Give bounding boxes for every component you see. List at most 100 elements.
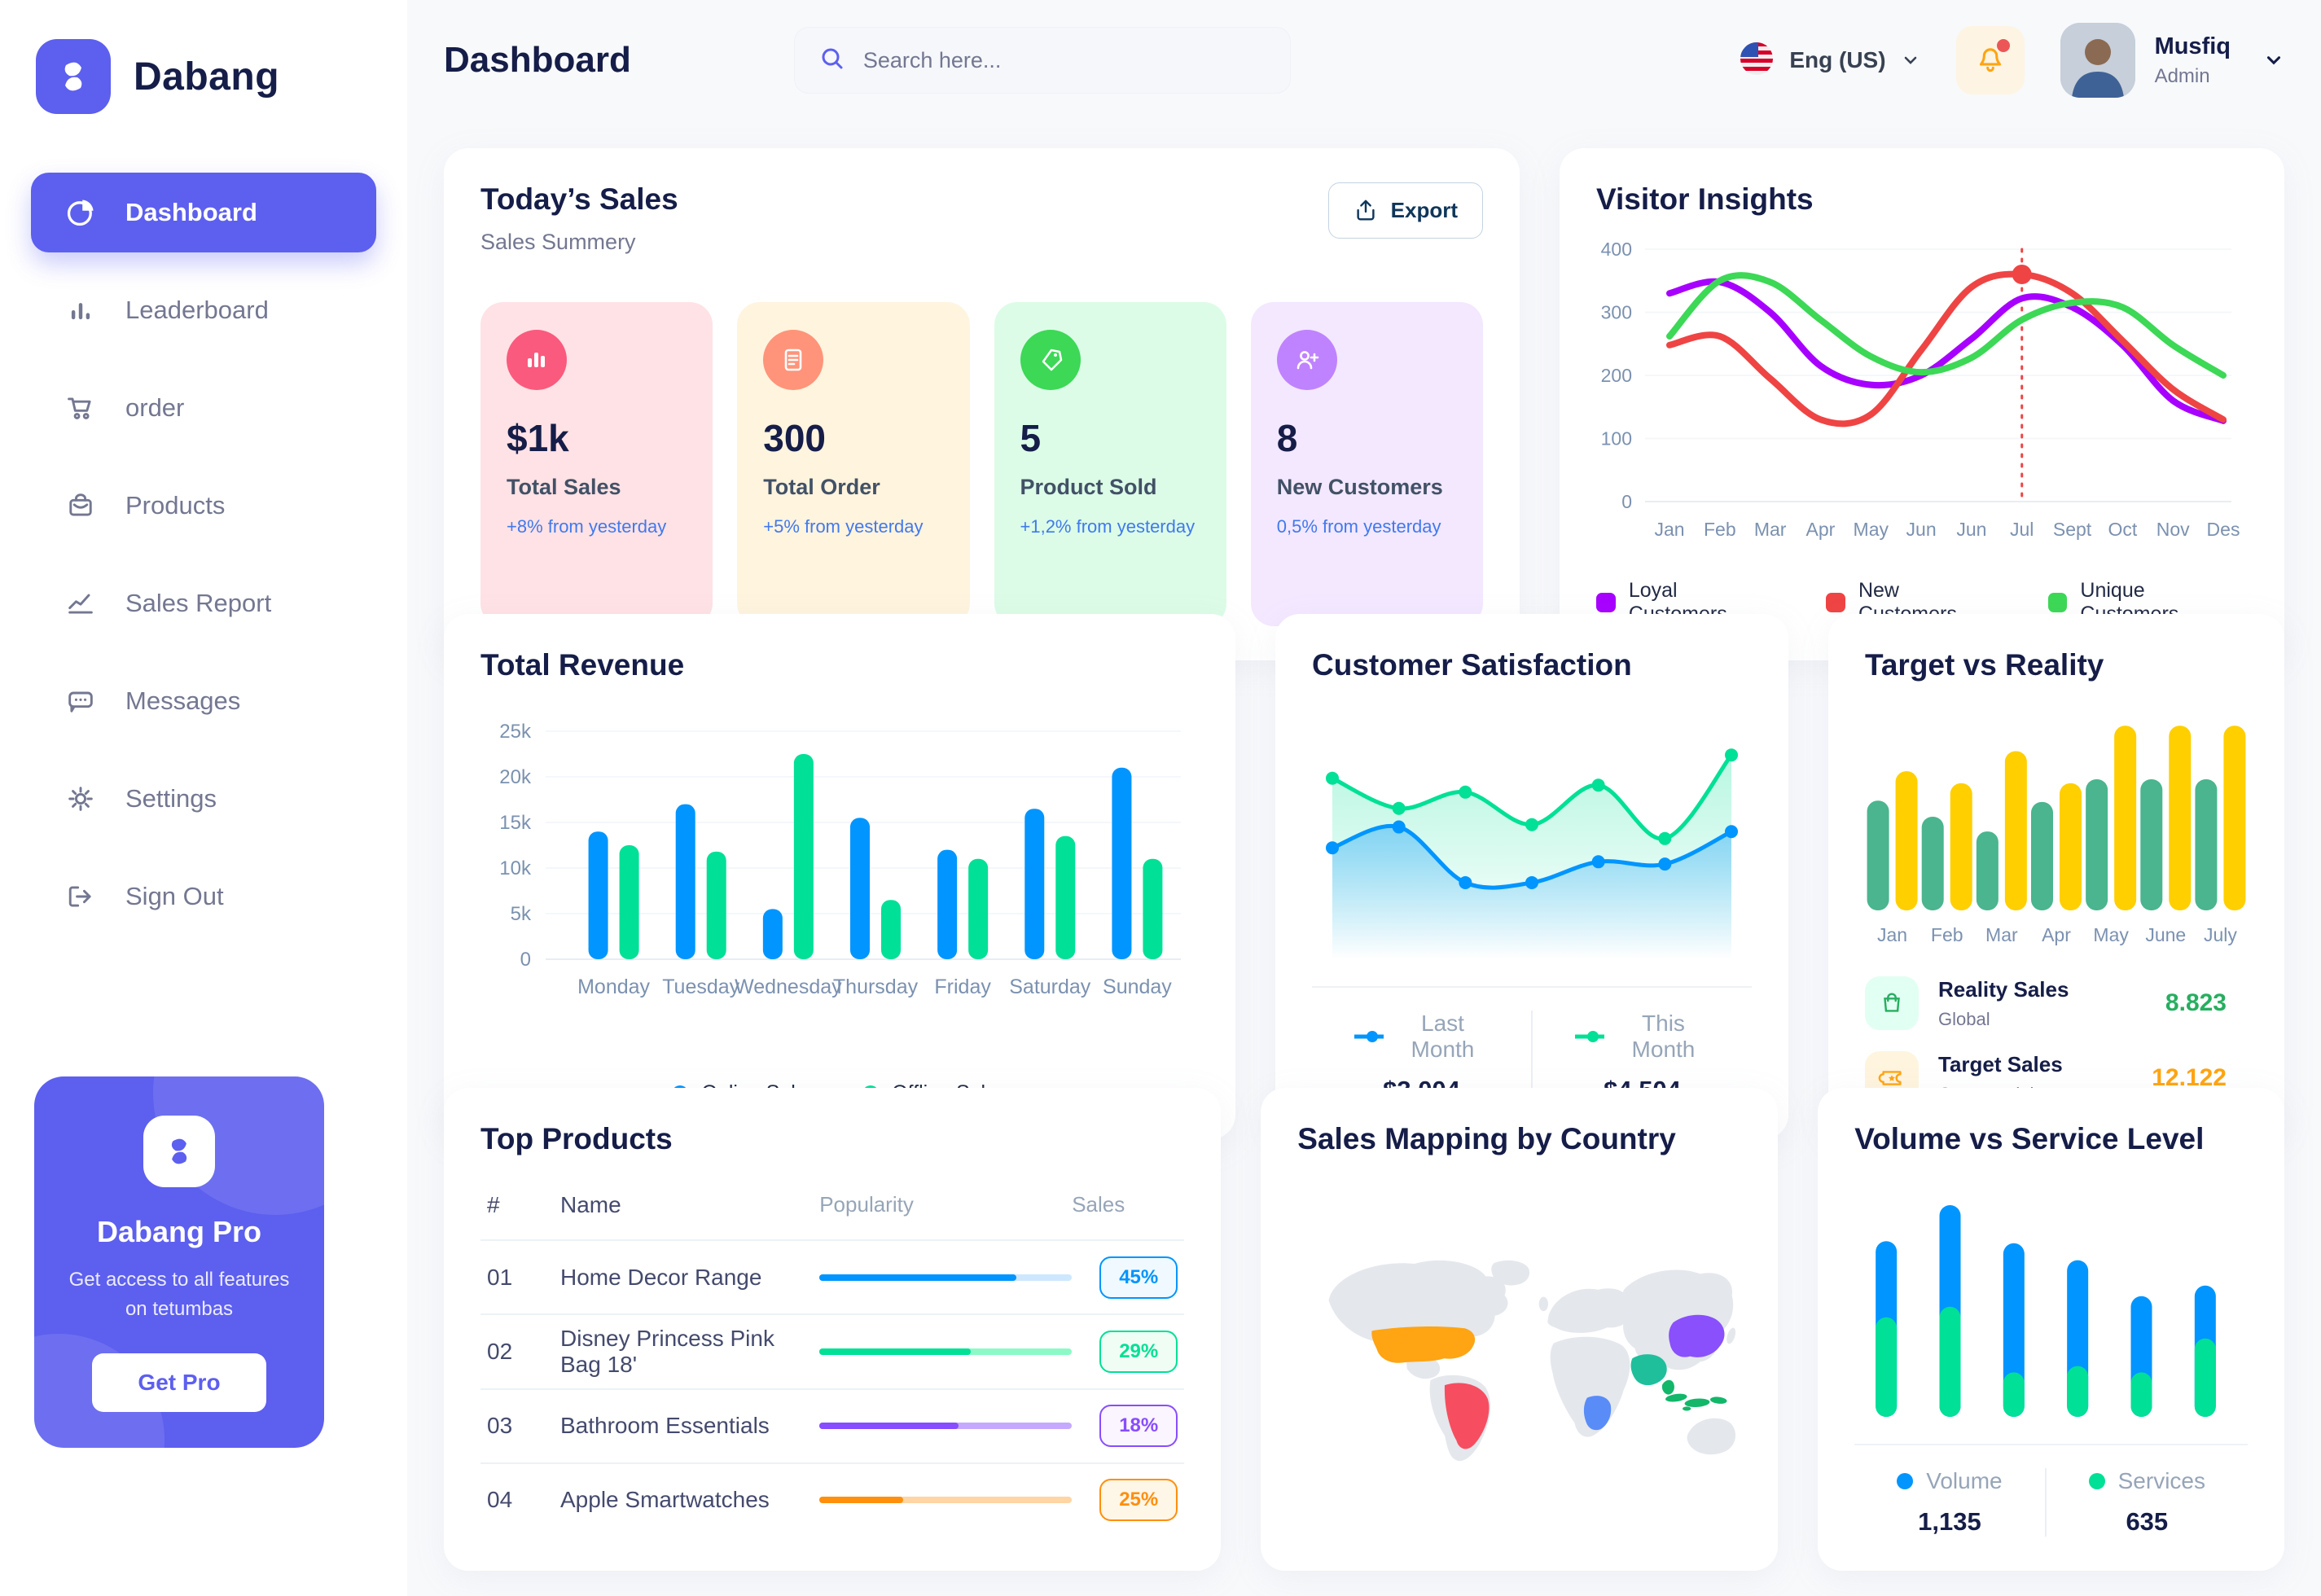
- stat-label: Total Sales: [507, 475, 621, 499]
- svg-text:10k: 10k: [499, 857, 532, 879]
- customer-satisfaction-chart: [1312, 699, 1752, 980]
- stat-delta: +1,2% from yesterday: [1020, 516, 1196, 537]
- sidebar-item-messages[interactable]: Messages: [31, 661, 376, 741]
- svg-text:Nov: Nov: [2156, 519, 2190, 540]
- svg-text:Thursday: Thursday: [833, 976, 919, 998]
- country-indonesia: [1662, 1379, 1727, 1411]
- greenland: [1491, 1260, 1530, 1286]
- sales-badge: 29%: [1099, 1330, 1178, 1373]
- todays-sales-title: Today’s Sales: [480, 182, 678, 216]
- top-products-title: Top Products: [480, 1122, 673, 1155]
- svg-text:May: May: [1854, 519, 1889, 540]
- stat-card-product-sold: 5 Product Sold +1,2% from yesterday: [994, 302, 1226, 626]
- page-title: Dashboard: [444, 40, 631, 80]
- svg-text:Friday: Friday: [934, 976, 991, 998]
- svg-text:Sept: Sept: [2053, 519, 2092, 540]
- user-menu[interactable]: Musfiq Admin: [2060, 23, 2284, 98]
- sidebar-item-dashboard[interactable]: Dashboard: [31, 173, 376, 252]
- notification-badge: [1996, 39, 2010, 52]
- sidebar-item-products[interactable]: Products: [31, 466, 376, 546]
- services-total: 635: [2126, 1507, 2169, 1536]
- user-plus-icon: [1276, 330, 1337, 390]
- sidebar-item-sales-report[interactable]: Sales Report: [31, 563, 376, 643]
- sidebar-item-sign-out[interactable]: Sign Out: [31, 857, 376, 936]
- customer-satisfaction-card: Customer Satisfaction Last Month $3,004: [1275, 614, 1788, 1139]
- sales-badge: 18%: [1099, 1405, 1178, 1448]
- svg-text:Monday: Monday: [577, 976, 650, 998]
- user-info: Musfiq Admin: [2155, 33, 2231, 88]
- bar-chart-icon: [64, 293, 98, 327]
- sales-mapping-card: Sales Mapping by Country: [1261, 1088, 1779, 1571]
- table-header: # Name Popularity Sales: [480, 1181, 1185, 1241]
- stat-value: 300: [763, 417, 826, 459]
- notifications-button[interactable]: [1955, 26, 2025, 94]
- svg-text:5k: 5k: [511, 903, 532, 925]
- pro-logo-icon: [143, 1116, 215, 1187]
- svg-text:Jun: Jun: [1906, 519, 1937, 540]
- pro-card-subtitle: Get access to all features on tetumbas: [68, 1269, 290, 1320]
- popularity-bar: [819, 1348, 1073, 1355]
- sidebar-item-order[interactable]: order: [31, 368, 376, 448]
- stat-value: 8: [1276, 417, 1298, 459]
- svg-text:400: 400: [1601, 239, 1632, 260]
- search-icon: [818, 44, 847, 77]
- reality-sales-value: 8.823: [2165, 989, 2227, 1016]
- svg-text:June: June: [2145, 924, 2186, 945]
- avatar: [2060, 23, 2135, 98]
- stat-delta: +5% from yesterday: [763, 516, 924, 537]
- get-pro-button[interactable]: Get Pro: [92, 1353, 266, 1412]
- country-brazil: [1445, 1382, 1490, 1449]
- visitor-insights-chart: 0 100 200 300 400 Jan Feb Mar Apr May Jun Jun Jul Sep…: [1596, 233, 2248, 571]
- stat-card-new-customers: 8 New Customers 0,5% from yesterday: [1250, 302, 1483, 626]
- language-selector[interactable]: Eng (US): [1739, 41, 1920, 81]
- svg-text:Wednesday: Wednesday: [735, 976, 842, 998]
- volume-total: 1,135: [1918, 1507, 1981, 1536]
- svg-text:Jun: Jun: [1956, 519, 1986, 540]
- user-name: Musfiq: [2154, 33, 2231, 59]
- sidebar-item-settings[interactable]: Settings: [31, 759, 376, 839]
- header-right: Eng (US) Musfiq Admin: [1739, 23, 2284, 98]
- target-vs-reality-chart: Jan Feb Mar Apr May June July: [1865, 699, 2248, 955]
- legend-item-volume: Volume 1,135: [1854, 1468, 2044, 1537]
- sidebar-item-label: Products: [125, 491, 226, 520]
- sidebar-item-label: Settings: [125, 784, 217, 813]
- search-input[interactable]: [862, 47, 1267, 73]
- sidebar-item-leaderboard[interactable]: Leaderboard: [31, 270, 376, 350]
- line-marker-icon: [1575, 1031, 1604, 1042]
- order-receipt-icon: [763, 330, 824, 390]
- top-products-card: Top Products # Name Popularity Sales 01 …: [444, 1088, 1222, 1571]
- stat-delta: +8% from yesterday: [507, 516, 667, 537]
- stat-label: New Customers: [1276, 475, 1443, 499]
- target-vs-reality-legend: Reality Sales Global 8.823 Target Sales: [1865, 976, 2248, 1105]
- export-icon: [1357, 200, 1375, 221]
- svg-text:Mar: Mar: [1985, 924, 2018, 945]
- sidebar-item-label: Sales Report: [125, 589, 272, 617]
- sidebar: Dabang Dashboard Leaderboard order: [0, 0, 407, 1596]
- popularity-bar: [819, 1423, 1073, 1430]
- brand[interactable]: Dabang: [31, 39, 376, 114]
- sidebar-item-label: Messages: [125, 686, 241, 715]
- svg-text:Des: Des: [2207, 519, 2240, 540]
- chat-icon: [64, 684, 98, 718]
- stat-value: $1k: [507, 417, 569, 459]
- sidebar-item-label: order: [125, 393, 185, 422]
- chevron-down-icon: [2266, 56, 2281, 65]
- popularity-bar: [819, 1274, 1073, 1281]
- export-button[interactable]: Export: [1327, 182, 1483, 239]
- pie-chart-icon: [64, 195, 98, 230]
- stat-label: Product Sold: [1020, 475, 1157, 499]
- sales-badge: 25%: [1099, 1479, 1178, 1522]
- sign-out-icon: [64, 879, 98, 914]
- main-area: Dashboard Eng (US): [407, 0, 2321, 1596]
- svg-text:15k: 15k: [499, 812, 532, 834]
- stat-value: 5: [1020, 417, 1042, 459]
- stat-card-total-sales: $1k Total Sales +8% from yesterday: [480, 302, 713, 626]
- svg-text:100: 100: [1601, 428, 1632, 449]
- stat-delta: 0,5% from yesterday: [1276, 516, 1441, 537]
- header: Dashboard Eng (US): [444, 23, 2284, 98]
- country-china: [1669, 1314, 1725, 1357]
- top-products-table: # Name Popularity Sales 01 Home Decor Ra…: [480, 1181, 1185, 1537]
- continent-europe: [1547, 1287, 1631, 1333]
- todays-sales-card: Today’s Sales Sales Summery Export: [444, 148, 1520, 660]
- stat-card-total-order: 300 Total Order +5% from yesterday: [737, 302, 970, 626]
